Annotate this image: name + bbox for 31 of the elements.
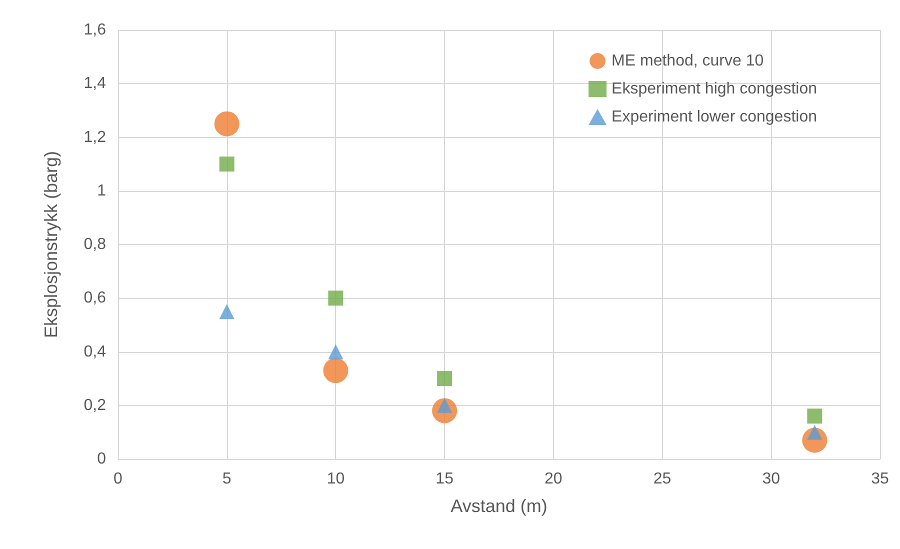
y-tick-label: 1,6	[84, 22, 106, 38]
x-tick-label: 0	[114, 470, 123, 488]
y-tick-label: 0,8	[84, 236, 106, 253]
x-tick-label: 25	[653, 470, 672, 488]
legend-label: Eksperiment high congestion	[612, 80, 817, 98]
x-tick-label: 15	[436, 470, 454, 488]
x-tick-label: 5	[222, 470, 232, 488]
point	[328, 344, 344, 360]
legend-label: Experiment lower congestion	[612, 108, 817, 126]
y-tick-label: 0,2	[84, 396, 106, 414]
y-axis-title: Eksplosjonstrykk (barg)	[41, 150, 61, 338]
x-tick-label: 35	[871, 470, 889, 488]
y-tick-label: 0,6	[84, 290, 106, 307]
y-tick-label: 1	[97, 182, 106, 200]
y-tick-label: 0	[97, 450, 106, 468]
x-tick-label: 10	[326, 470, 345, 488]
point	[328, 290, 344, 306]
y-tick-label: 1,2	[84, 128, 106, 146]
point	[219, 304, 234, 320]
y-tick-label: 0,4	[84, 343, 106, 360]
x-tick-label: 20	[544, 470, 562, 488]
legend-label: ME method, curve 10	[612, 52, 764, 70]
point	[214, 111, 240, 136]
y-tick-label: 1,4	[84, 75, 106, 92]
x-tick-label: 30	[762, 470, 780, 488]
point	[323, 358, 348, 384]
point	[807, 408, 822, 424]
point	[807, 424, 822, 440]
x-axis-title: Avstand (m)	[450, 496, 548, 516]
point	[219, 156, 234, 172]
point	[437, 371, 452, 386]
